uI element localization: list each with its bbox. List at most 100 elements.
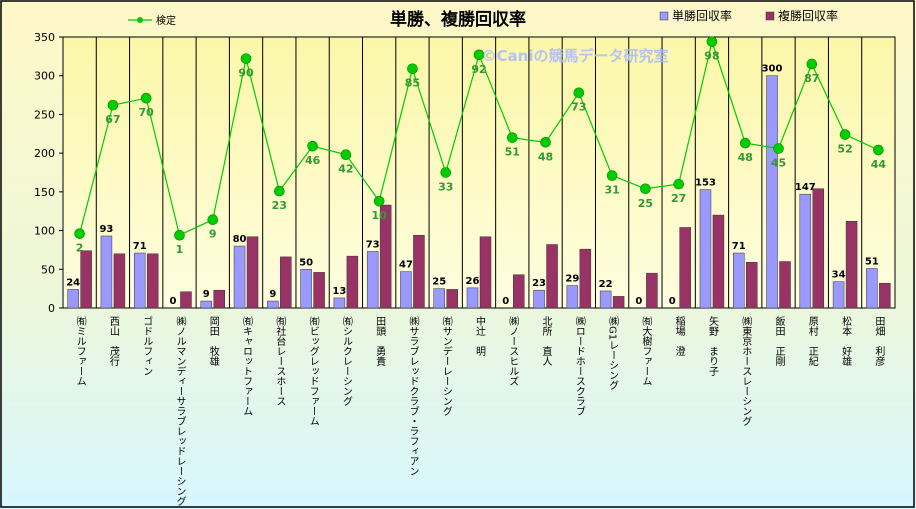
bar-value-label: 24 [66, 277, 80, 288]
line-value-label: 87 [804, 72, 819, 85]
line-point [473, 49, 485, 61]
line-point [640, 183, 651, 195]
line-point [74, 228, 85, 239]
y-tick-label: 0 [48, 302, 55, 315]
bar-fukusho [113, 253, 126, 309]
bar-value-label: 0 [170, 296, 177, 307]
bar-fukusho [413, 234, 425, 309]
x-tick-label: ㈱ノースヒルズ [507, 316, 519, 386]
plot-border [62, 36, 896, 309]
line-point [506, 132, 518, 143]
x-tick-label: 田畑 利彦 [873, 316, 885, 367]
line-value-label: 46 [305, 154, 321, 167]
line-value-label: 31 [604, 184, 619, 197]
x-tick-label: ㈱東京ホースレーシング [740, 316, 752, 426]
line-value-label: 44 [871, 158, 887, 171]
x-tick-label: ㈲キャロットファーム [241, 316, 253, 416]
bar-value-label: 23 [532, 278, 546, 289]
bar-tansho [799, 193, 812, 309]
bar-tansho [533, 289, 545, 309]
line-value-label: 92 [471, 63, 486, 76]
x-tick-label: 稲場 澄 [673, 316, 685, 356]
bar-fukusho [446, 289, 458, 309]
bar-tansho [400, 271, 412, 309]
line-value-label: 48 [538, 150, 553, 163]
bar-fukusho [146, 253, 159, 309]
bar-value-label: 147 [795, 182, 816, 193]
line-point [839, 129, 851, 140]
bar-value-label: 50 [299, 257, 313, 268]
x-tick-label: ㈱ノルマンディーサラブレッドレーシング [174, 316, 186, 506]
line-point [207, 214, 219, 226]
line-point [373, 195, 385, 207]
bar-value-label: 29 [565, 274, 579, 285]
bar-value-label: 0 [502, 296, 509, 307]
line-value-label: 27 [671, 192, 686, 205]
line-point [606, 170, 618, 181]
bar-tansho [566, 285, 579, 309]
bar-value-label: 93 [99, 224, 113, 235]
x-tick-label: 田頭 勇貴 [374, 316, 386, 367]
line-point [739, 137, 751, 149]
x-tick-label: 中辻 明 [474, 315, 486, 357]
bar-tansho [200, 300, 213, 309]
bar-tansho [699, 189, 712, 309]
line-value-label: 67 [105, 113, 120, 126]
bar-value-label: 71 [133, 241, 147, 252]
line-point [340, 149, 352, 160]
bar-fukusho [513, 274, 525, 309]
line-value-label: 85 [405, 77, 420, 90]
legend-line: 検定 [128, 14, 176, 27]
grid-layer [62, 36, 896, 309]
bar-value-label: 300 [762, 64, 783, 75]
bar-fukusho [346, 255, 359, 309]
bar-fukusho [779, 261, 791, 309]
line-value-label: 73 [571, 101, 586, 114]
line-point [407, 63, 418, 75]
bar-value-label: 22 [599, 279, 613, 290]
y-tick-label: 250 [34, 108, 55, 121]
bar-fukusho [646, 272, 658, 309]
bar-tansho [100, 235, 113, 309]
x-tick-label: 原村 正紀 [806, 316, 818, 366]
line-value-label: 9 [209, 228, 217, 241]
x-tick-label: 西山 茂行 [107, 316, 119, 367]
bar-fukusho [679, 227, 691, 309]
x-tick-label: ㈱サラブレッドクラブ・ラフィアン [407, 316, 419, 476]
bar-value-label: 71 [732, 241, 746, 252]
bars-layer [67, 75, 891, 309]
bar-fukusho [579, 248, 592, 309]
bar-fukusho [479, 236, 492, 309]
legend-bar-1-swatch [659, 11, 669, 21]
watermark: ©Caniの競馬データ研究室 [482, 47, 669, 65]
bar-value-label: 34 [832, 270, 846, 281]
line-point [307, 140, 318, 152]
bar-tansho [67, 289, 79, 309]
bar-fukusho [612, 296, 625, 309]
bar-fukusho [213, 289, 225, 309]
bar-fukusho [246, 236, 259, 309]
line-point [440, 167, 452, 178]
x-tick-label: ㈲シルクレーシング [340, 316, 352, 406]
legend-bar-1-label: 単勝回収率 [672, 8, 732, 23]
bar-value-label: 80 [233, 234, 247, 245]
bar-fukusho [745, 262, 758, 309]
line-value-label: 25 [638, 197, 653, 210]
line-value-label: 51 [505, 146, 520, 159]
legend-line-marker [137, 17, 143, 23]
bar-fukusho [280, 256, 292, 309]
bar-fukusho [379, 204, 392, 309]
line-point [806, 58, 818, 70]
line-point [107, 99, 119, 111]
bar-value-label: 25 [432, 277, 446, 288]
line-value-label: 1 [176, 243, 184, 256]
y-tick-label: 200 [34, 147, 55, 160]
x-tick-label: ㈱ロードホースクラブ [573, 316, 585, 416]
x-tick-label: ゴドルフィン [141, 315, 153, 376]
bar-tansho [133, 252, 146, 309]
legend-line-label: 検定 [156, 14, 176, 27]
line-point [873, 144, 884, 156]
bar-fukusho [812, 188, 825, 309]
x-tick-label: ㈲サンデーレーシング [440, 316, 452, 416]
